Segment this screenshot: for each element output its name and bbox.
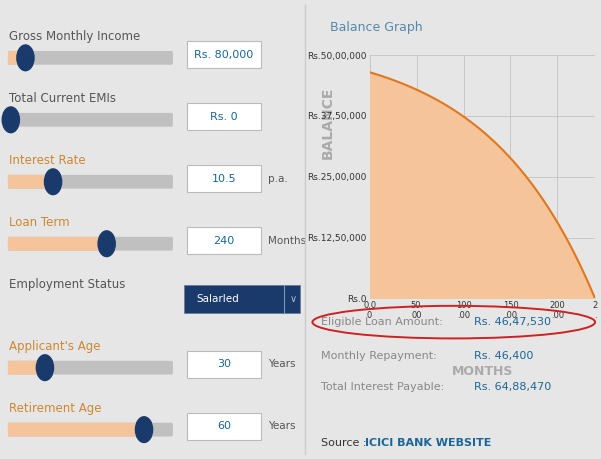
- FancyBboxPatch shape: [187, 103, 261, 130]
- Text: Balance Graph: Balance Graph: [330, 21, 423, 34]
- FancyBboxPatch shape: [8, 175, 173, 189]
- Text: Rs. 64,88,470: Rs. 64,88,470: [474, 382, 552, 392]
- Text: Employment Status: Employment Status: [9, 278, 126, 291]
- Text: Eligible Loan Amount:: Eligible Loan Amount:: [321, 317, 443, 327]
- Text: Source :: Source :: [321, 438, 370, 448]
- Text: 60: 60: [217, 421, 231, 431]
- Text: Months: Months: [268, 235, 307, 246]
- Text: 240: 240: [213, 235, 234, 246]
- Text: Monthly Repayment:: Monthly Repayment:: [321, 351, 437, 361]
- Text: Years: Years: [268, 359, 296, 369]
- FancyBboxPatch shape: [184, 285, 300, 313]
- Circle shape: [98, 231, 115, 257]
- FancyBboxPatch shape: [8, 237, 108, 251]
- Text: Rs. 46,47,530: Rs. 46,47,530: [474, 317, 551, 327]
- Text: Total Current EMIs: Total Current EMIs: [9, 92, 116, 105]
- Text: 30: 30: [217, 359, 231, 369]
- FancyBboxPatch shape: [8, 51, 173, 65]
- Text: ICICI BANK WEBSITE: ICICI BANK WEBSITE: [365, 438, 492, 448]
- FancyBboxPatch shape: [187, 165, 261, 192]
- Text: Rs. 80,000: Rs. 80,000: [194, 50, 254, 60]
- Text: 10.5: 10.5: [212, 174, 236, 184]
- Text: Total Interest Payable:: Total Interest Payable:: [321, 382, 445, 392]
- Text: Applicant's Age: Applicant's Age: [9, 340, 101, 353]
- Text: Years: Years: [268, 421, 296, 431]
- Text: Salarled: Salarled: [196, 294, 239, 304]
- Text: MONTHS: MONTHS: [451, 365, 513, 378]
- Text: Loan Term: Loan Term: [9, 216, 70, 229]
- Text: Rs. 0: Rs. 0: [210, 112, 237, 122]
- Circle shape: [135, 417, 153, 442]
- Text: p.a.: p.a.: [268, 174, 288, 184]
- FancyBboxPatch shape: [8, 113, 173, 127]
- FancyBboxPatch shape: [187, 351, 261, 378]
- FancyBboxPatch shape: [8, 361, 173, 375]
- FancyBboxPatch shape: [8, 113, 12, 127]
- Circle shape: [17, 45, 34, 71]
- Circle shape: [36, 355, 53, 381]
- Text: Gross Monthly Income: Gross Monthly Income: [9, 30, 141, 43]
- Text: BALANCE: BALANCE: [320, 87, 335, 159]
- Circle shape: [44, 169, 62, 195]
- Text: Rs. 46,400: Rs. 46,400: [474, 351, 534, 361]
- Text: Retirement Age: Retirement Age: [9, 402, 102, 414]
- FancyBboxPatch shape: [8, 423, 145, 437]
- Text: ∨: ∨: [290, 294, 297, 304]
- FancyBboxPatch shape: [8, 423, 173, 437]
- FancyBboxPatch shape: [187, 41, 261, 68]
- FancyBboxPatch shape: [187, 413, 261, 440]
- Text: Interest Rate: Interest Rate: [9, 154, 86, 167]
- FancyBboxPatch shape: [187, 227, 261, 254]
- Circle shape: [2, 107, 19, 133]
- FancyBboxPatch shape: [8, 51, 26, 65]
- FancyBboxPatch shape: [8, 361, 46, 375]
- FancyBboxPatch shape: [8, 175, 54, 189]
- FancyBboxPatch shape: [8, 237, 173, 251]
